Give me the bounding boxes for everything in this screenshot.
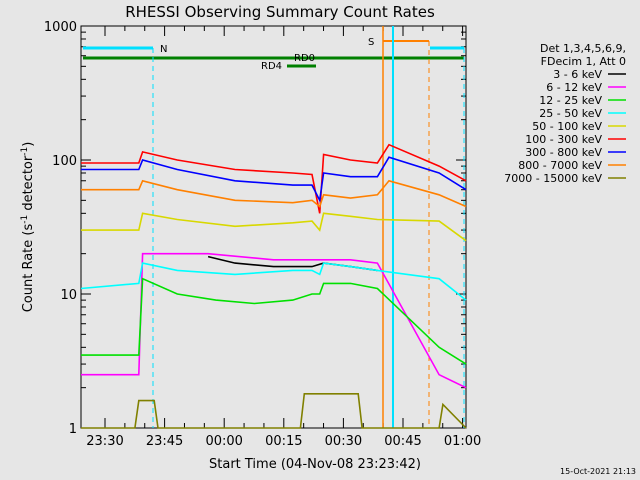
legend-header-1: Det 1,3,4,5,6,9, <box>540 42 626 55</box>
plot-area <box>80 25 467 429</box>
y-tick-label: 100 <box>52 154 77 169</box>
series-line-4 <box>80 262 467 301</box>
y-tick-label: 10 <box>60 288 77 303</box>
legend-header-2: FDecim 1, Att 0 <box>541 55 626 68</box>
series-layer <box>80 143 467 429</box>
x-axis-ticks: 23:30 23:45 00:00 00:15 00:30 00:45 01:00 <box>86 26 481 449</box>
flag-rd0-label: RD0 <box>294 53 315 64</box>
y-axis-label: Count Rate (s-1 detector-1) <box>20 142 36 313</box>
flag-n-label: N <box>160 44 167 55</box>
legend-label-2: 6 - 12 keV <box>546 81 602 94</box>
legend-label-6: 100 - 300 keV <box>525 133 602 146</box>
legend-label-3: 12 - 25 keV <box>539 94 602 107</box>
series-line-5 <box>81 212 467 242</box>
chart-title: RHESSI Observing Summary Count Rates <box>125 3 435 21</box>
x-tick-label: 00:15 <box>265 434 302 449</box>
legend-label-7: 300 - 800 keV <box>525 146 602 159</box>
legend: Det 1,3,4,5,6,9, FDecim 1, Att 0 3 - 6 k… <box>504 42 626 185</box>
x-tick-label: 01:00 <box>444 434 481 449</box>
x-axis-label: Start Time (04-Nov-08 23:23:42) <box>209 457 421 472</box>
flag-markers: N S RD0 RD4 <box>83 26 465 428</box>
x-tick-label: 00:00 <box>205 434 242 449</box>
series-line-9 <box>81 392 467 429</box>
x-tick-label: 23:30 <box>86 434 123 449</box>
flag-s-label: S <box>368 37 374 48</box>
render-timestamp: 15-Oct-2021 21:13 <box>560 467 636 476</box>
y-tick-label: 1000 <box>44 20 77 35</box>
y-tick-label: 1 <box>69 422 77 437</box>
legend-label-5: 50 - 100 keV <box>532 120 602 133</box>
x-tick-label: 23:45 <box>146 434 183 449</box>
legend-label-1: 3 - 6 keV <box>553 68 602 81</box>
series-line-8 <box>81 179 467 208</box>
y-axis-ticks: 1 10 100 1000 <box>44 20 466 437</box>
legend-label-9: 7000 - 15000 keV <box>504 172 602 185</box>
series-line-3 <box>81 277 467 365</box>
flag-rd4-label: RD4 <box>261 61 282 72</box>
series-line-7 <box>81 156 467 203</box>
x-tick-label: 00:30 <box>325 434 362 449</box>
legend-label-4: 25 - 50 keV <box>539 107 602 120</box>
x-tick-label: 00:45 <box>384 434 421 449</box>
legend-label-8: 800 - 7000 keV <box>518 159 602 172</box>
